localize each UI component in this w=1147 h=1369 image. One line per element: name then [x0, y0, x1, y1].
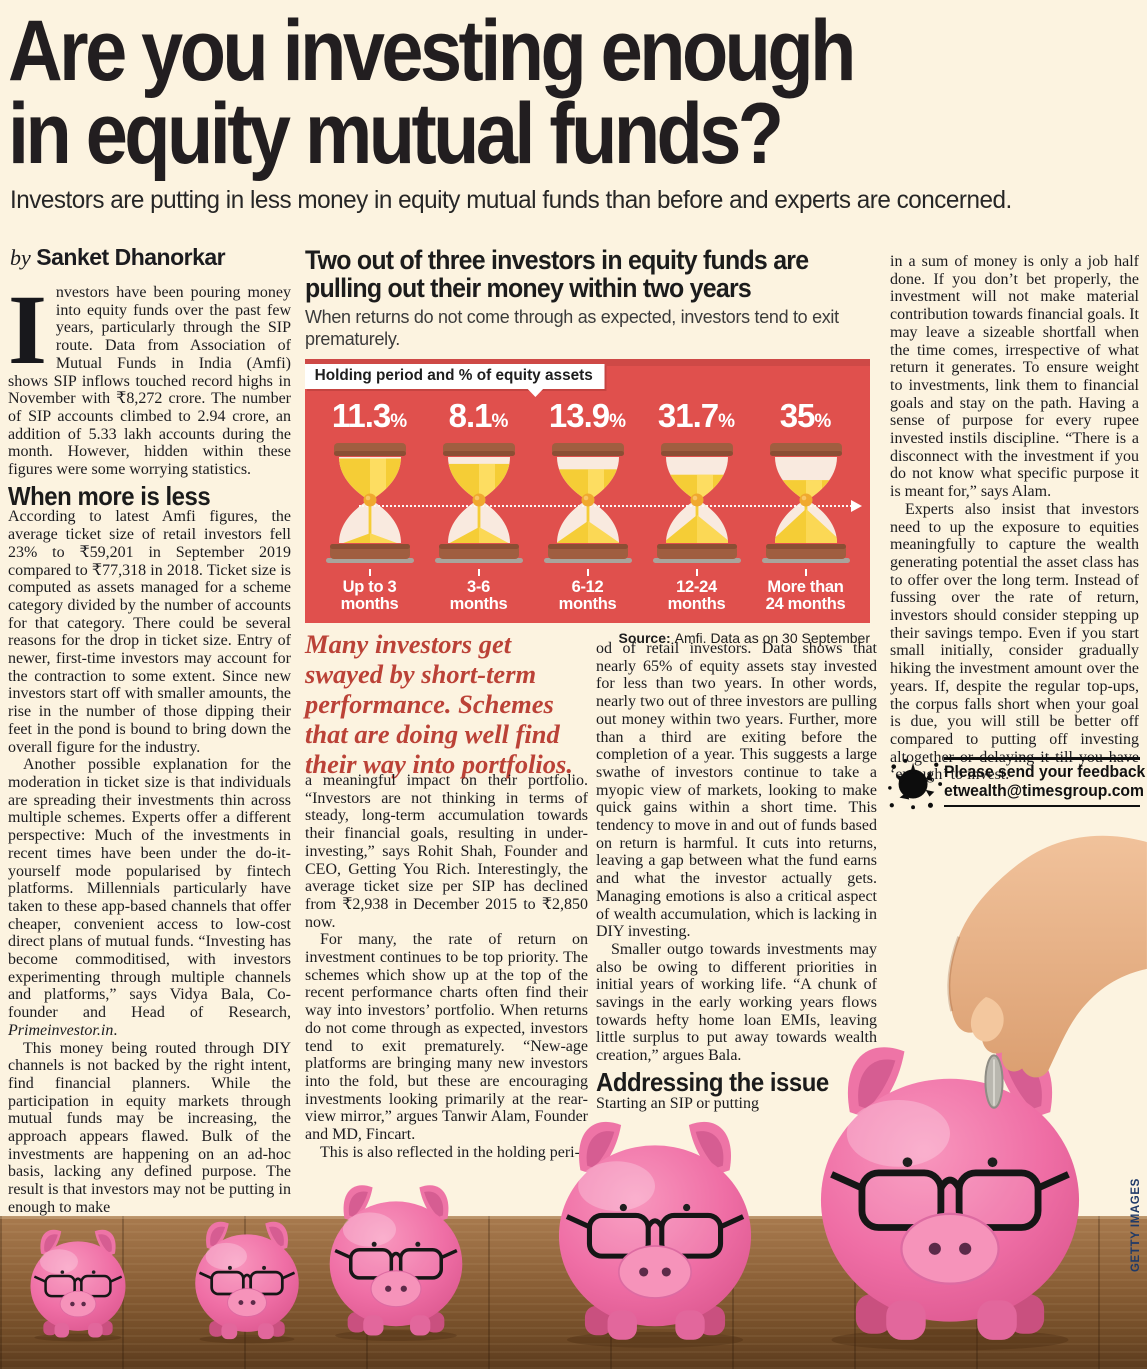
holding-period-label: More than 24 months	[765, 578, 846, 614]
chart-legend-badge: Holding period and % of equity assets	[305, 364, 605, 398]
chart-panel: Holding period and % of equity assets 11…	[305, 359, 870, 624]
divider	[944, 757, 1140, 760]
paragraph: Experts also insist that investors need …	[890, 500, 1139, 784]
paragraph-text: .	[113, 1021, 118, 1039]
byline: by Sanket Dhanorkar	[10, 244, 226, 271]
byline-prefix: by	[10, 245, 31, 270]
page-title: Are you investing enough in equity mutua…	[8, 3, 856, 182]
paragraph: Starting an SIP or putting	[596, 1094, 759, 1112]
piggy-bank	[22, 1219, 134, 1342]
deck-subtitle: Investors are putting in less money in e…	[10, 186, 1012, 214]
piggy-bank-icon	[558, 1121, 752, 1348]
paragraph: Smaller outgo towards investments may al…	[596, 940, 877, 1065]
paragraph: Another possible explanation for the mod…	[8, 756, 291, 1039]
tick-mark	[695, 569, 698, 577]
source-label: Source:	[618, 630, 671, 647]
chart-title: Two out of three investors in equity fun…	[305, 245, 809, 304]
paragraph-text: Another possible explanation for the mod…	[8, 756, 291, 1022]
article-column-4: in a sum of money is only a job half don…	[890, 253, 1139, 784]
holding-percentage-value: 8.1%	[448, 397, 509, 435]
holding-percentage-value: 11.3%	[331, 397, 408, 435]
holding-period-label: 3-6 months	[449, 578, 508, 614]
piggy-bank-icon	[195, 1221, 299, 1344]
source-text: Amfi. Data as on 30 September	[674, 630, 870, 647]
ink-splat-icon	[888, 758, 943, 810]
section-heading: When more is less	[8, 480, 211, 511]
paragraph-text: nvestors have been pouring money into eq…	[8, 284, 291, 479]
byline-author: Sanket Dhanorkar	[36, 244, 226, 270]
hourglass-column: 35% More than 24 months	[753, 397, 858, 614]
article-column-2: a meaningful impact on their portfolio. …	[305, 772, 588, 1161]
tick-mark	[804, 569, 807, 577]
divider	[944, 804, 1140, 807]
italic-publication-name: Primeinvestor.in	[8, 1021, 114, 1039]
hand-dropping-coin	[947, 835, 1147, 1109]
glasses-icon	[334, 1248, 458, 1280]
headline-line-2: in equity mutual funds?	[8, 85, 784, 182]
holding-period-label: 6-12 months	[558, 578, 617, 614]
infographic: Two out of three investors in equity fun…	[305, 246, 870, 646]
piggy-bank	[542, 1100, 768, 1349]
hourglass-column: 11.3% Up to 3 months	[317, 397, 422, 614]
piggy-bank	[318, 1170, 474, 1342]
feedback-box: Please send your feedback to etwealth@ti…	[886, 757, 1147, 810]
hourglass-column: 8.1% 3-6 months	[426, 397, 531, 614]
photo-credit: GETTY IMAGES	[1130, 1178, 1142, 1272]
tick-mark	[477, 569, 480, 577]
glasses-icon	[565, 1212, 745, 1259]
hourglass-icon	[543, 443, 632, 564]
paragraph: For many, the rate of return on investme…	[305, 931, 588, 1144]
article-column-3: od of retail investors. Data shows that …	[596, 640, 877, 1112]
holding-percentage-value: 35%	[779, 397, 832, 435]
holding-percentage-value: 13.9%	[548, 397, 627, 435]
paragraph: This money being routed through DIY chan…	[8, 1039, 291, 1216]
holding-period-label: 12-24 months	[667, 578, 726, 614]
paragraph: According to latest Amfi figures, the av…	[8, 508, 291, 756]
headline-line-1: Are you investing enough	[8, 3, 856, 99]
glasses-icon	[830, 1169, 1070, 1231]
paragraph: od of retail investors. Data shows that …	[596, 640, 877, 941]
paragraph: This is also reflected in the holding pe…	[320, 1143, 580, 1161]
hourglass-icon	[652, 443, 741, 564]
piggy-bank-icon	[30, 1229, 126, 1342]
glasses-icon	[198, 1270, 296, 1296]
paragraph: in a sum of money is only a job half don…	[890, 253, 1139, 501]
timeline-arrow	[359, 500, 862, 513]
holding-percentage-value: 31.7%	[657, 397, 736, 435]
pull-quote: Many investors get swayed by short-term …	[305, 629, 573, 779]
paragraph: a meaningful impact on their portfolio. …	[305, 772, 588, 931]
hourglass-column: 31.7% 12-24 months	[644, 397, 749, 614]
holding-period-label: Up to 3 months	[340, 578, 399, 614]
tick-mark	[586, 569, 589, 577]
hourglass-row: 11.3% Up to 3 months 8.1%	[305, 359, 870, 614]
drop-cap: I	[8, 274, 47, 385]
section-heading: Addressing the issue	[596, 1066, 829, 1097]
hourglass-column: 13.9% 6-12 months	[535, 397, 640, 614]
chart-source: Source: Amfi. Data as on 30 September	[305, 630, 870, 646]
glasses-icon	[33, 1274, 123, 1298]
feedback-line-1: Please send your feedback to	[944, 763, 1147, 781]
hourglass-icon	[761, 443, 850, 564]
chart-subtitle: When returns do not come through as expe…	[305, 306, 839, 350]
tick-mark	[368, 569, 371, 577]
feedback-email: etwealth@timesgroup.com	[944, 781, 1144, 800]
piggy-bank-icon	[329, 1185, 463, 1342]
piggy-bank	[186, 1210, 308, 1344]
hourglass-icon	[434, 443, 523, 564]
hourglass-icon	[325, 443, 414, 564]
